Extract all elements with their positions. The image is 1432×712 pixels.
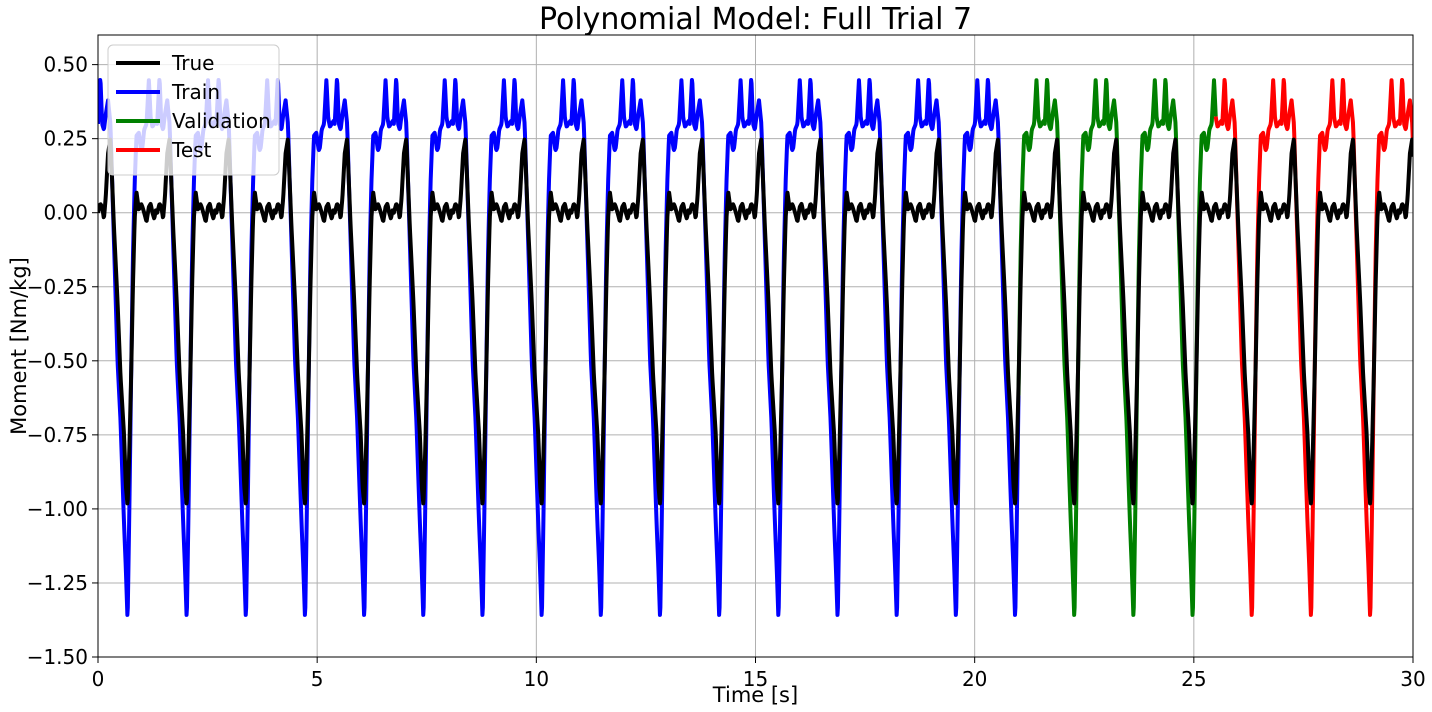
- series-lines: [98, 77, 1413, 617]
- y-axis-label: Moment [Nm/kg]: [7, 257, 31, 435]
- y-tick-label: −0.75: [27, 423, 88, 447]
- x-tick-label: 10: [524, 667, 549, 691]
- legend-label-true: True: [171, 51, 214, 75]
- x-tick-label: 20: [962, 667, 987, 691]
- x-tick-label: 30: [1400, 667, 1425, 691]
- y-tick-label: 0.00: [43, 201, 88, 225]
- series-line-true: [98, 137, 1413, 506]
- y-tick-label: −1.25: [27, 571, 88, 595]
- x-tick-label: 5: [311, 667, 324, 691]
- y-tick-label: −0.25: [27, 275, 88, 299]
- y-tick-label: 0.25: [43, 127, 88, 151]
- x-tick-label: 0: [92, 667, 105, 691]
- y-tick-label: 0.50: [43, 53, 88, 77]
- legend: True Train Validation Test: [107, 44, 280, 176]
- x-tick-label: 25: [1181, 667, 1206, 691]
- x-axis-label: Time [s]: [712, 683, 798, 707]
- legend-label-validation: Validation: [172, 109, 271, 133]
- y-tick-label: −1.50: [27, 645, 88, 669]
- legend-label-train: Train: [171, 80, 220, 104]
- y-tick-label: −0.50: [27, 349, 88, 373]
- legend-box: [107, 44, 280, 176]
- x-tick-label: 15: [743, 667, 768, 691]
- axis-ticks: 0 5 10 15 20 25 30 −1.50 −1.25 −1.00 −0.75 −0.50 −0.…: [27, 53, 1426, 691]
- y-tick-label: −1.00: [27, 497, 88, 521]
- legend-label-test: Test: [171, 138, 212, 162]
- chart-title: Polynomial Model: Full Trial 7: [539, 2, 972, 37]
